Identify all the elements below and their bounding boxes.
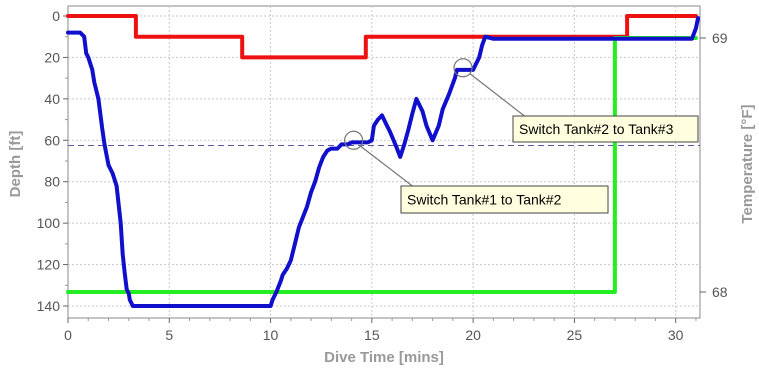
grid-lines [68, 6, 700, 318]
x-tick-label: 30 [668, 327, 684, 343]
x-tick-label: 0 [64, 327, 72, 343]
y2-axis-title: Temperature [°F] [739, 104, 756, 223]
x-tick-label: 10 [263, 327, 279, 343]
annotation-leader-line [469, 73, 528, 119]
y-tick-label: 140 [37, 298, 61, 314]
series-depth-line [66, 16, 700, 308]
annotation-box [512, 115, 699, 143]
y2-tick-label: 68 [712, 284, 728, 300]
y2-tick-label: 69 [712, 30, 728, 46]
annotation-label: Switch Tank#2 to Tank#3 [519, 121, 674, 137]
y-axis-ticks: 0 20 40 60 80 100 120 140 [37, 8, 68, 314]
annotation-group: Switch Tank#2 to Tank#3 Switch Tank#1 to … [344, 58, 699, 214]
annotation-box [400, 185, 609, 214]
y2-axis-ticks: 68 69 [700, 30, 728, 300]
x-axis-ticks: 0 5 10 15 20 25 30 [64, 318, 697, 343]
series-group [66, 14, 700, 308]
annotation-marker-circle [344, 130, 364, 150]
y-axis-title: Depth [ft] [7, 131, 24, 198]
series-tank-line [66, 14, 698, 60]
annotation-marker-circle [453, 58, 473, 78]
y-tick-label: 20 [44, 49, 60, 65]
y-tick-label: 60 [44, 132, 60, 148]
y-tick-label: 80 [44, 174, 60, 190]
x-axis-title: Dive Time [mins] [324, 349, 444, 366]
plot-area [67, 5, 701, 319]
x-tick-label: 25 [567, 327, 583, 343]
x-tick-label: 5 [165, 327, 173, 343]
y-tick-label: 100 [37, 215, 61, 231]
y-tick-label: 0 [52, 8, 60, 24]
annotation-label: Switch Tank#1 to Tank#2 [407, 192, 562, 208]
annotation-leader-line [360, 145, 416, 189]
y-tick-label: 40 [44, 91, 60, 107]
x-tick-label: 15 [364, 327, 380, 343]
x-tick-label: 20 [465, 327, 481, 343]
y-tick-label: 120 [37, 257, 61, 273]
